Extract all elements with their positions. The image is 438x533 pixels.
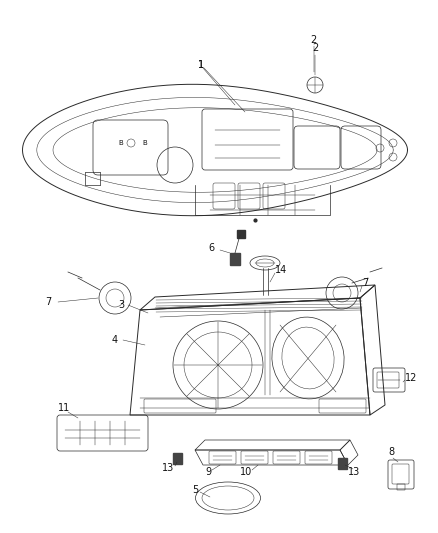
Bar <box>230 253 240 265</box>
Text: 2: 2 <box>312 43 318 53</box>
Text: 13: 13 <box>162 463 174 473</box>
Text: 12: 12 <box>405 373 417 383</box>
Text: B: B <box>118 140 123 146</box>
Bar <box>338 458 347 469</box>
Text: 3: 3 <box>118 300 124 310</box>
Text: 8: 8 <box>388 447 394 457</box>
Text: 2: 2 <box>310 35 316 45</box>
Text: 4: 4 <box>112 335 118 345</box>
Text: 14: 14 <box>275 265 287 275</box>
Text: 13: 13 <box>348 467 360 477</box>
Text: 1: 1 <box>198 60 204 70</box>
Bar <box>173 453 182 464</box>
Bar <box>397 484 405 490</box>
Text: 5: 5 <box>192 485 198 495</box>
Text: 7: 7 <box>362 278 368 288</box>
Text: 1: 1 <box>198 60 204 70</box>
Text: 6: 6 <box>208 243 214 253</box>
Text: B: B <box>142 140 147 146</box>
Text: 11: 11 <box>58 403 70 413</box>
Text: 7: 7 <box>45 297 51 307</box>
Bar <box>237 230 245 238</box>
Text: 10: 10 <box>240 467 252 477</box>
Text: 9: 9 <box>205 467 211 477</box>
